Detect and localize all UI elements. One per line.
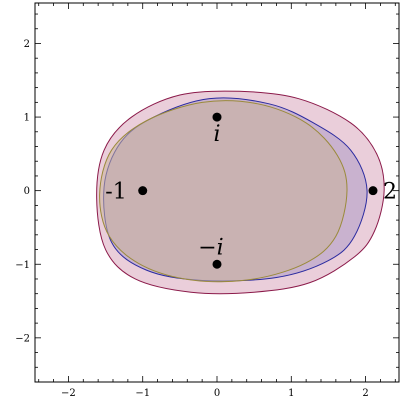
point-minus-i [212,259,222,269]
point-label: i [213,122,220,147]
point-minus-one [138,186,148,196]
y-tick-label: 1 [24,113,30,124]
regions [96,90,385,295]
x-tick-label: 0 [214,388,220,399]
point-two [368,186,378,196]
x-tick-label: −2 [61,388,76,399]
axis-ticks: −2 −1 0 1 2 −2 −1 0 1 2 [15,3,399,399]
x-tick-label: −1 [135,388,150,399]
y-tick-label: −1 [15,260,30,271]
point-i [212,112,222,122]
x-tick-label: 2 [362,388,368,399]
region-inner [99,100,348,283]
point-label: 2 [383,180,397,205]
points: -1 2 i −i [105,112,397,269]
point-label: -1 [105,180,126,205]
y-tick-label: 2 [24,39,30,50]
y-tick-label: −2 [15,333,30,344]
point-label: −i [198,235,223,260]
y-tick-label: 0 [24,186,30,197]
x-tick-label: 1 [288,388,294,399]
